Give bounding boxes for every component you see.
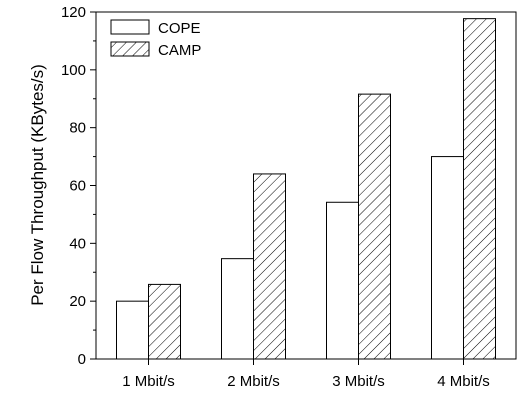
legend-label-camp: CAMP: [158, 42, 201, 59]
x-tick-label: 3 Mbit/s: [332, 373, 385, 390]
bar-camp: [358, 93, 391, 360]
legend-label-cope: COPE: [158, 20, 201, 37]
bar-camp: [253, 173, 286, 360]
bar-camp: [148, 283, 181, 360]
bars-group: [116, 18, 496, 360]
bar-cope: [431, 156, 464, 360]
y-tick-label: 60: [69, 178, 86, 195]
y-tick-label: 120: [61, 4, 86, 21]
bar-cope: [116, 300, 149, 360]
bar-cope: [326, 201, 359, 360]
x-axis: 1 Mbit/s 2 Mbit/s 3 Mbit/s 4 Mbit/s: [122, 359, 490, 390]
legend: COPE CAMP: [110, 19, 201, 59]
y-tick-label: 0: [78, 351, 86, 368]
x-tick-label: 1 Mbit/s: [122, 373, 175, 390]
y-tick-label: 20: [69, 293, 86, 310]
bar-cope: [221, 258, 254, 360]
x-tick-label: 4 Mbit/s: [437, 373, 490, 390]
y-tick-label: 80: [69, 120, 86, 137]
legend-swatch-cope: [110, 19, 150, 35]
bar-camp: [463, 18, 496, 360]
y-tick-label: 100: [61, 62, 86, 79]
x-tick-label: 2 Mbit/s: [227, 373, 280, 390]
y-axis-title: Per Flow Throughput (KBytes/s): [28, 64, 47, 306]
y-tick-label: 40: [69, 235, 86, 252]
y-axis: 0 20 40 60 80 100 120: [61, 4, 96, 368]
legend-swatch-camp: [110, 41, 150, 57]
